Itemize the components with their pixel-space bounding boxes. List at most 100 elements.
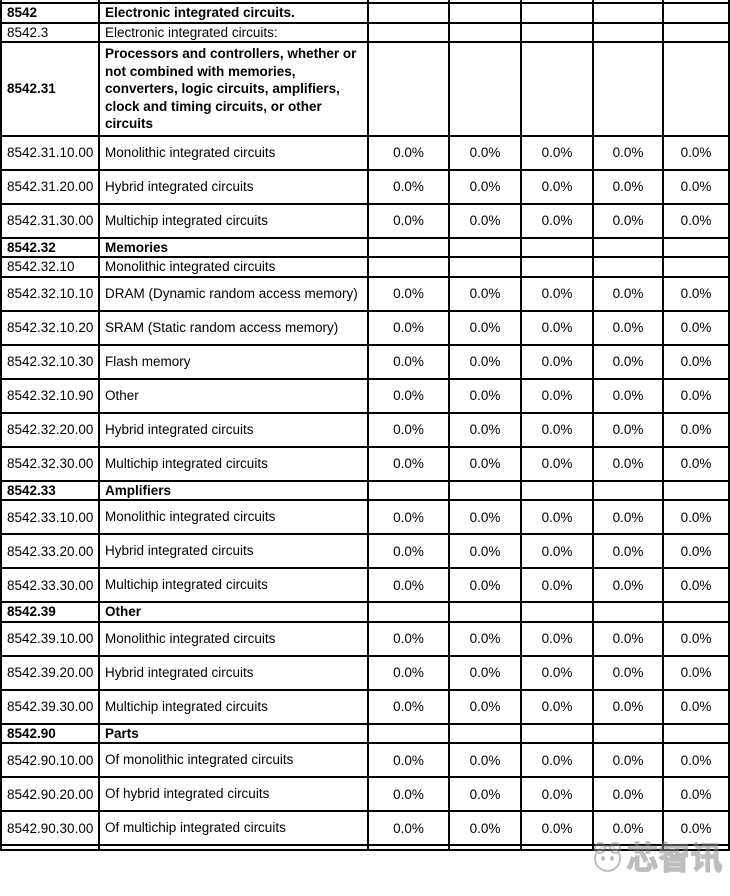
rate-cell: 0.0% bbox=[520, 810, 594, 846]
rate-cell bbox=[592, 601, 664, 623]
rate-cell: 0.0% bbox=[662, 567, 730, 603]
rate-cell bbox=[662, 256, 730, 278]
rate-cell: 0.0% bbox=[367, 343, 450, 380]
rate-cell: 0.0% bbox=[520, 445, 594, 482]
rate-cell: 0.0% bbox=[448, 411, 522, 448]
description-cell: Of multichip integrated circuits bbox=[98, 810, 369, 846]
description-cell: Flash memory bbox=[98, 343, 369, 380]
rate-cell: 0.0% bbox=[662, 742, 730, 778]
rate-cell: 0.0% bbox=[662, 533, 730, 569]
table-row: 8542.33.10.00 Monolithic integrated circu… bbox=[0, 499, 730, 535]
hts-code-cell: 8542.31.20.00 bbox=[0, 168, 100, 205]
rate-cell bbox=[367, 844, 450, 851]
rate-cell: 0.0% bbox=[448, 533, 522, 569]
hts-code-cell: 8542.32.20.00 bbox=[0, 411, 100, 448]
hts-code-cell: 8542.39.30.00 bbox=[0, 688, 100, 725]
rate-cell: 0.0% bbox=[592, 377, 664, 414]
description-cell: Multichip integrated circuits bbox=[98, 202, 369, 239]
rate-cell bbox=[592, 2, 664, 24]
table-row: 8542.31.10.00 Monolithic integrated circu… bbox=[0, 134, 730, 171]
hts-code-cell: 8542.39.10.00 bbox=[0, 620, 100, 657]
rate-cell: 0.0% bbox=[448, 309, 522, 346]
rate-cell: 0.0% bbox=[592, 742, 664, 778]
rate-cell bbox=[592, 479, 664, 501]
hts-code-cell: 8542.32 bbox=[0, 236, 100, 258]
rate-cell: 0.0% bbox=[448, 499, 522, 535]
rate-cell: 0.0% bbox=[448, 620, 522, 657]
rate-cell bbox=[662, 0, 730, 4]
hts-code-cell: 8542.32.30.00 bbox=[0, 445, 100, 482]
rate-cell bbox=[592, 41, 664, 137]
rate-cell: 0.0% bbox=[520, 168, 594, 205]
tariff-table: 8542 Electronic integrated circuits. 8542.… bbox=[0, 0, 730, 851]
table-row: 8542.32.10.30 Flash memory 0.0% 0.0% 0.0% 0.0… bbox=[0, 343, 730, 380]
rate-cell bbox=[662, 601, 730, 623]
description-cell: SRAM (Static random access memory) bbox=[98, 309, 369, 346]
rate-cell bbox=[662, 41, 730, 137]
description-cell: Electronic integrated circuits: bbox=[98, 21, 369, 43]
table-row: 8542.32.10.20 SRAM (Static random access … bbox=[0, 309, 730, 346]
rate-cell: 0.0% bbox=[662, 499, 730, 535]
rate-cell: 0.0% bbox=[367, 377, 450, 414]
hts-code-cell: 8542.3 bbox=[0, 21, 100, 43]
rate-cell: 0.0% bbox=[448, 742, 522, 778]
table-row: 8542.32.10.90 Other 0.0% 0.0% 0.0% 0.0% 0.0% bbox=[0, 377, 730, 414]
hts-code-cell: 8542.39 bbox=[0, 601, 100, 623]
hts-code-cell bbox=[0, 0, 100, 4]
description-cell: Monolithic integrated circuits bbox=[98, 134, 369, 171]
rate-cell: 0.0% bbox=[367, 309, 450, 346]
table-row: 8542.39.10.00 Monolithic integrated circu… bbox=[0, 620, 730, 657]
rate-cell: 0.0% bbox=[592, 688, 664, 725]
rate-cell: 0.0% bbox=[662, 202, 730, 239]
rate-cell bbox=[662, 722, 730, 744]
table-row: 8542.31 Processors and controllers, wheth… bbox=[0, 41, 730, 137]
rate-cell: 0.0% bbox=[520, 654, 594, 691]
description-cell: Of monolithic integrated circuits bbox=[98, 742, 369, 778]
hts-code-cell: 8542.31.10.00 bbox=[0, 134, 100, 171]
rate-cell bbox=[448, 21, 522, 43]
rate-cell: 0.0% bbox=[448, 168, 522, 205]
rate-cell bbox=[367, 479, 450, 501]
table-row: 8542.31.20.00 Hybrid integrated circuits 0… bbox=[0, 168, 730, 205]
rate-cell: 0.0% bbox=[367, 445, 450, 482]
description-cell: Hybrid integrated circuits bbox=[98, 533, 369, 569]
rate-cell: 0.0% bbox=[367, 742, 450, 778]
rate-cell: 0.0% bbox=[662, 343, 730, 380]
table-row: 8542.39 Other bbox=[0, 601, 730, 623]
hts-code-cell: 8542.32.10 bbox=[0, 256, 100, 278]
rate-cell: 0.0% bbox=[520, 377, 594, 414]
rate-cell: 0.0% bbox=[662, 168, 730, 205]
rate-cell bbox=[448, 479, 522, 501]
rate-cell bbox=[592, 722, 664, 744]
hts-code-cell: 8542.31 bbox=[0, 41, 100, 137]
rate-cell: 0.0% bbox=[520, 134, 594, 171]
rate-cell bbox=[520, 844, 594, 851]
rate-cell: 0.0% bbox=[367, 134, 450, 171]
rate-cell: 0.0% bbox=[592, 810, 664, 846]
rate-cell bbox=[520, 2, 594, 24]
description-cell bbox=[98, 844, 369, 851]
description-cell: Multichip integrated circuits bbox=[98, 445, 369, 482]
rate-cell bbox=[520, 479, 594, 501]
rate-cell: 0.0% bbox=[520, 411, 594, 448]
rate-cell: 0.0% bbox=[662, 810, 730, 846]
rate-cell: 0.0% bbox=[520, 533, 594, 569]
rate-cell bbox=[367, 41, 450, 137]
rate-cell: 0.0% bbox=[662, 309, 730, 346]
rate-cell: 0.0% bbox=[592, 343, 664, 380]
rate-cell bbox=[520, 722, 594, 744]
rate-cell: 0.0% bbox=[592, 202, 664, 239]
rate-cell: 0.0% bbox=[520, 309, 594, 346]
rate-cell bbox=[662, 844, 730, 851]
description-cell: Memories bbox=[98, 236, 369, 258]
rate-cell bbox=[448, 844, 522, 851]
rate-cell bbox=[448, 256, 522, 278]
table-row bbox=[0, 844, 730, 851]
description-cell: DRAM (Dynamic random access memory) bbox=[98, 275, 369, 312]
rate-cell: 0.0% bbox=[662, 134, 730, 171]
rate-cell: 0.0% bbox=[662, 688, 730, 725]
rate-cell: 0.0% bbox=[367, 499, 450, 535]
table-row: 8542.90.10.00 Of monolithic integrated ci… bbox=[0, 742, 730, 778]
rate-cell bbox=[367, 2, 450, 24]
rate-cell: 0.0% bbox=[520, 567, 594, 603]
